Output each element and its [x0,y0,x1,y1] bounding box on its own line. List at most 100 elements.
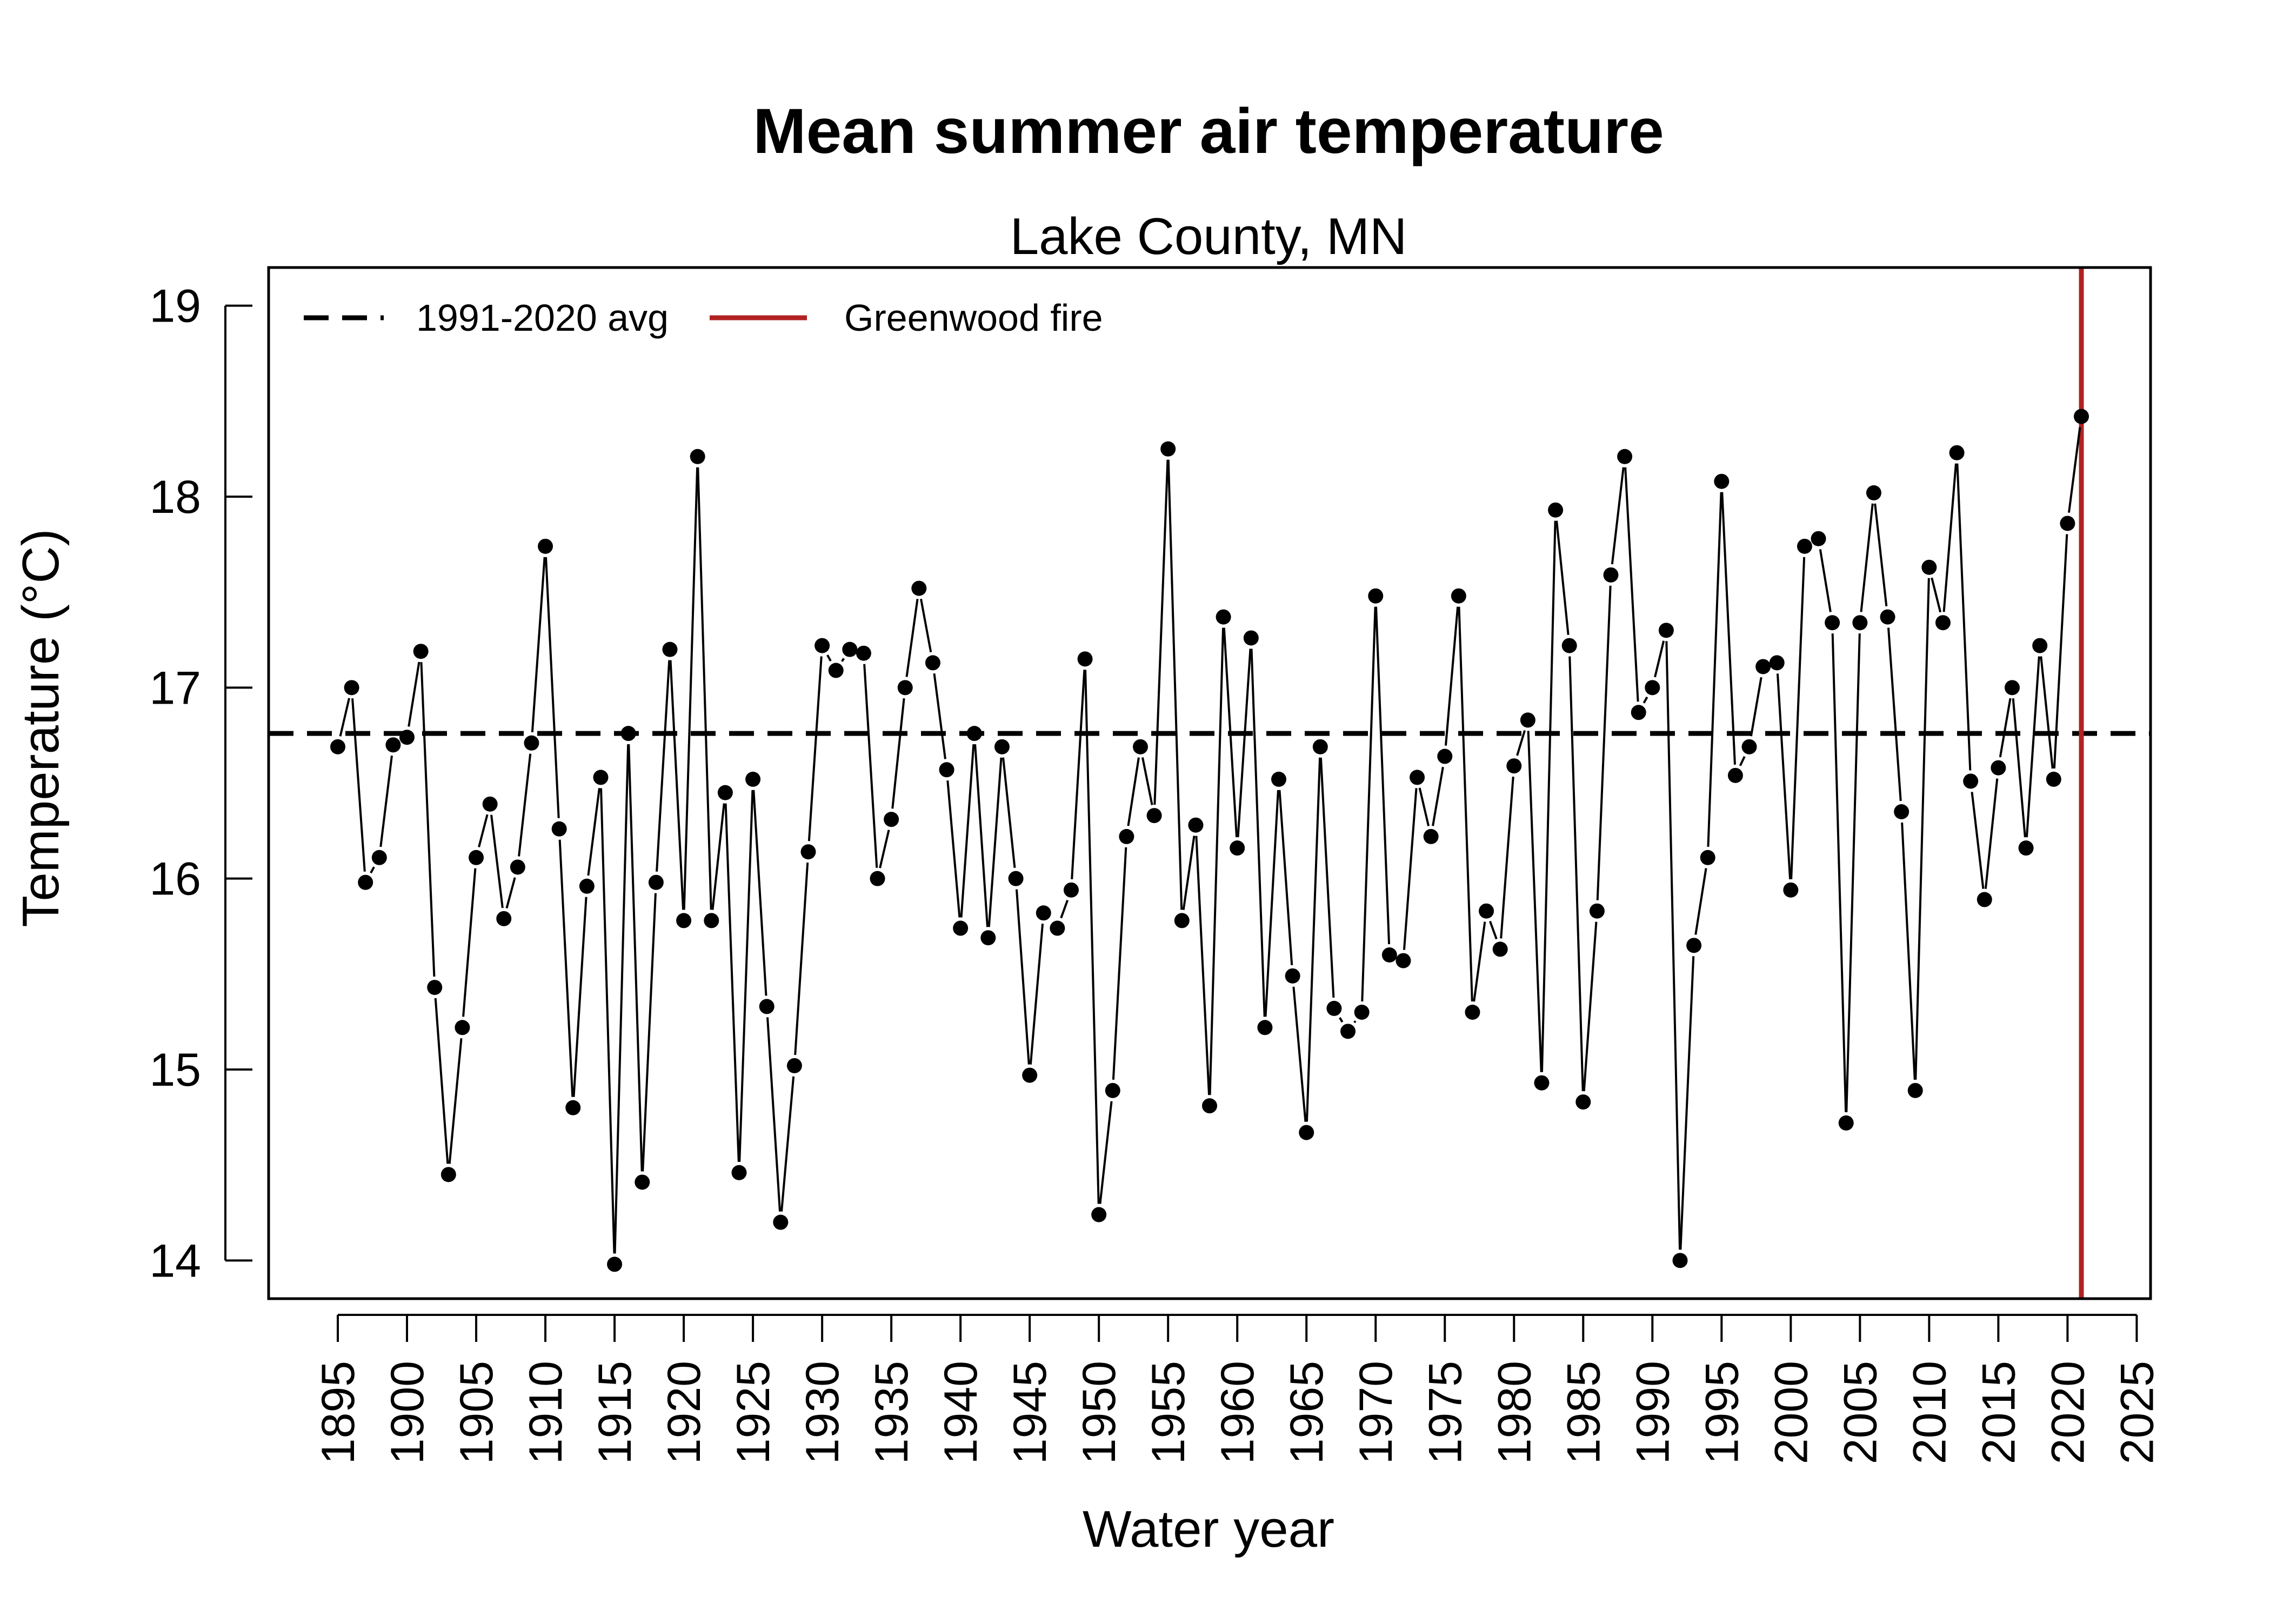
series-segment [1182,836,1196,910]
x-tick-label: 2015 [1973,1361,2025,1464]
plot-layer: 14 15 16 17 18 19 1895 1900 1905 1910 1915 1920 1925… [149,268,2163,1464]
data-point [1050,920,1065,936]
series-segment [434,998,449,1164]
series-segment [766,1017,782,1212]
chart-subtitle: Lake County, MN [1010,208,1407,265]
series-segment [1195,836,1211,1095]
x-tick-label: 2025 [2111,1361,2163,1464]
data-point [676,913,692,928]
data-point [1769,655,1785,671]
series-segment [987,757,1003,927]
series-segment [1127,757,1140,826]
y-tick-label: 18 [149,471,201,523]
data-point [1063,882,1079,898]
series-segment [794,863,809,1055]
data-point [1907,1082,1923,1098]
series-segment [1845,633,1861,1112]
data-point [579,878,595,894]
data-point [344,680,359,696]
data-point [1880,609,1895,625]
series-segment [1099,1101,1113,1204]
series-segment [1002,757,1016,868]
y-tick-label: 16 [149,853,201,905]
data-point [496,911,512,926]
series-segment [752,790,767,996]
series-segment [1611,467,1625,565]
data-point [1991,760,2006,776]
series-segment [1790,557,1806,879]
data-point [1963,773,1979,789]
x-tick-label: 2000 [1765,1361,1817,1464]
x-tick-label: 1940 [935,1361,987,1464]
legend-label-avg: 1991-2020 avg [416,297,669,339]
data-point [2060,516,2075,531]
data-point [966,726,982,741]
data-point [1326,1000,1342,1016]
data-point [980,930,996,946]
data-point [1354,1005,1370,1020]
x-tick-label: 1910 [520,1361,572,1464]
series-segment [351,698,366,872]
data-point [1603,567,1619,583]
series-segment [1942,463,1957,612]
data-point [455,1020,470,1035]
series-segment [545,557,560,818]
data-point [635,1174,650,1190]
data-point [842,641,858,657]
data-point [745,771,761,787]
data-point [2018,840,2034,856]
data-point [1437,748,1453,764]
series-segment [738,790,754,1162]
series-segment [1901,822,1916,1080]
series-segment [711,803,725,910]
y-tick-label: 15 [149,1044,201,1096]
series-segment [1999,698,2012,758]
series-segment [370,866,375,874]
data-point [1230,840,1245,856]
data-point [1105,1082,1120,1098]
series-segment [1153,459,1169,805]
data-point [413,644,429,659]
data-point [1160,441,1176,457]
series-segment [613,744,630,1254]
data-point [870,871,885,886]
data-point [648,874,664,890]
series-segment [1555,520,1570,635]
series-segment [1319,757,1335,998]
data-point [1271,771,1287,787]
data-point [440,1167,456,1182]
data-point [1617,449,1633,464]
data-point [1894,804,1910,819]
x-tick-label: 1950 [1073,1361,1125,1464]
series-segment [1141,757,1153,805]
series-segment [780,1076,795,1212]
series-segment [587,787,600,876]
data-point [1188,817,1204,833]
data-point [1727,767,1743,783]
y-tick-label: 17 [149,662,201,714]
data-point [1299,1125,1314,1140]
data-point [884,812,899,827]
series-segment [1739,756,1746,766]
series-segment [1540,520,1557,1072]
legend: 1991-2020 avg Greenwood fire [304,297,1103,339]
data-point [939,762,954,778]
series-segment [1721,492,1736,765]
x-tick-label: 2005 [1834,1361,1886,1464]
series-segment [1071,670,1086,880]
x-tick-label: 1945 [1004,1361,1056,1464]
data-point [427,980,443,995]
data-point [469,850,484,865]
data-point [510,859,525,875]
x-tick-label: 1975 [1419,1361,1471,1464]
series-segment [879,830,890,868]
data-point [358,874,373,890]
data-point [1174,913,1190,928]
series-segment [2053,534,2068,769]
x-tick-label: 1905 [451,1361,503,1464]
series-segment [627,744,643,1172]
series-segment [462,868,477,1017]
data-point [1451,588,1466,604]
x-tick-label: 1980 [1488,1361,1540,1464]
data-point [911,580,927,596]
